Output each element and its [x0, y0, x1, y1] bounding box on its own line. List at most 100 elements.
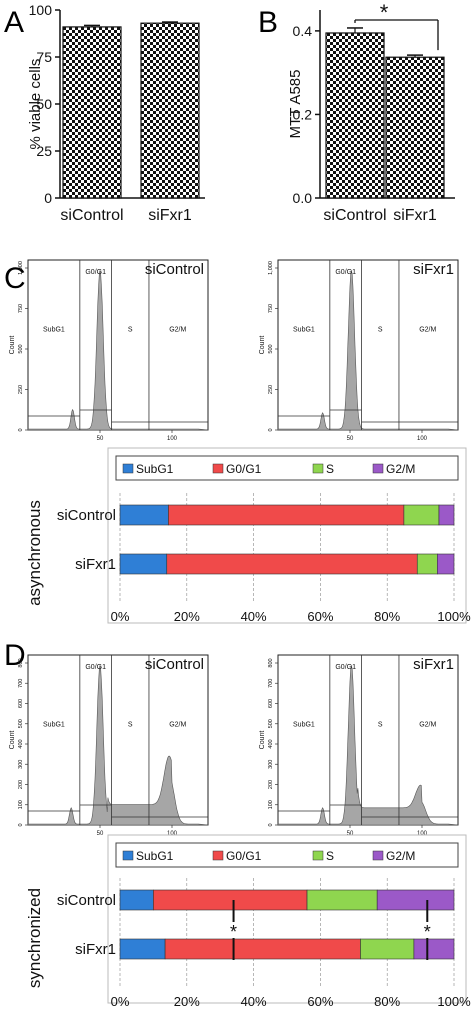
- hist-y-tick-label: 400: [268, 739, 274, 748]
- x-tick-label: 0%: [111, 609, 130, 624]
- legend-swatch: [372, 850, 384, 861]
- hist-y-tick-label: 500: [18, 344, 24, 353]
- region-label-subg1: SubG1: [43, 326, 65, 333]
- segment-SubG1: [119, 938, 166, 960]
- x-tick-label: siFxr1: [148, 207, 192, 224]
- y-tick-label: 25: [36, 143, 52, 159]
- panel-letter-a: A: [4, 6, 24, 39]
- hist-y-tick-label: 1,000: [268, 261, 274, 275]
- y-axis-label: % viable cells: [27, 59, 44, 150]
- x-tick-label: 100%: [437, 609, 471, 624]
- hist-y-tick-label: 250: [268, 385, 274, 394]
- segment-S: [360, 938, 415, 960]
- legend-label: SubG1: [136, 849, 174, 863]
- segment-S: [306, 889, 378, 911]
- hist-x-tick-label: 50: [97, 436, 104, 442]
- x-tick-label: 40%: [241, 609, 267, 624]
- panel-d-histogram-sicontrol: SubG1 G0/G1 S G2/M siControl 0 100 200 300 400 500…: [9, 654, 209, 837]
- region-label-g2m: G2/M: [169, 326, 186, 333]
- stacked-frame: [107, 447, 467, 624]
- segment-SubG1: [119, 504, 169, 526]
- y-tick-label: 0.2: [293, 106, 313, 122]
- hist-y-tick-label: 700: [268, 679, 274, 688]
- segment-G2/M: [376, 889, 455, 911]
- segment-G0/G1: [164, 938, 361, 960]
- region-label-g0g1: G0/G1: [335, 664, 356, 671]
- x-tick-label: 20%: [174, 994, 200, 1009]
- y-tick-label: 0.0: [293, 190, 313, 206]
- histogram-title: siControl: [145, 261, 204, 278]
- legend-swatch: [122, 850, 134, 861]
- sig-backdrop: [227, 922, 240, 938]
- hist-y-tick-label: 400: [18, 739, 24, 748]
- region-label-g0g1: G0/G1: [335, 269, 356, 276]
- hist-y-tick-label: 1,000: [18, 261, 24, 275]
- histogram-title: siFxr1: [413, 656, 454, 673]
- legend-swatch: [122, 463, 134, 474]
- panel-b-bar-chart: 0.0 0.2 0.4 siControl siFxr1 MTT A585 *: [287, 0, 455, 224]
- x-tick-label: siControl: [323, 207, 386, 224]
- segment-S: [403, 504, 440, 526]
- legend-label: G2/M: [386, 849, 415, 863]
- panel-letter-b: B: [258, 6, 278, 39]
- significance-star: *: [380, 0, 389, 25]
- significance-star: *: [230, 922, 237, 942]
- legend-label: G0/G1: [226, 849, 262, 863]
- legend-swatch: [372, 463, 384, 474]
- hist-y-tick-label: 0: [268, 823, 274, 826]
- region-label-g0g1: G0/G1: [85, 269, 106, 276]
- hist-y-axis-label: Count: [9, 336, 16, 355]
- panel-a-bar-chart: 0 25 50 75 100 siControl siFxr1 % viable cells: [27, 2, 205, 224]
- region-label-s: S: [128, 326, 133, 333]
- y-tick-label: 0: [44, 190, 52, 206]
- hist-y-tick-label: 750: [268, 304, 274, 313]
- hist-x-tick-label: 50: [347, 831, 354, 837]
- legend-label: G2/M: [386, 462, 415, 476]
- segment-G2/M: [413, 938, 455, 960]
- legend-swatch: [212, 463, 224, 474]
- segment-SubG1: [119, 553, 168, 575]
- hist-y-axis-label: Count: [259, 731, 266, 750]
- segment-SubG1: [119, 889, 154, 911]
- region-label-s: S: [378, 721, 383, 728]
- x-tick-label: 20%: [174, 609, 200, 624]
- panel-d-histogram-sifxr1: SubG1 G0/G1 S G2/M siFxr1 0 100 200 300 400 500 600…: [259, 654, 459, 837]
- region-label-s: S: [128, 721, 133, 728]
- segment-G2/M: [438, 504, 455, 526]
- hist-y-tick-label: 500: [268, 719, 274, 728]
- y-tick-label: 75: [36, 49, 52, 65]
- legend-label: S: [326, 462, 334, 476]
- x-tick-label: 80%: [374, 994, 400, 1009]
- x-tick-label: 60%: [307, 609, 333, 624]
- hist-y-tick-label: 0: [268, 428, 274, 431]
- hist-y-axis-label: Count: [259, 336, 266, 355]
- y-axis-label: MTT A585: [287, 70, 304, 139]
- hist-x-tick-label: 100: [167, 436, 178, 442]
- histogram-frame: [27, 654, 209, 826]
- category-label: siFxr1: [75, 556, 116, 573]
- x-tick-label: 60%: [307, 994, 333, 1009]
- legend-label: SubG1: [136, 462, 174, 476]
- region-label-subg1: SubG1: [293, 326, 315, 333]
- hist-y-tick-label: 200: [268, 780, 274, 789]
- region-label-s: S: [378, 326, 383, 333]
- y-tick-label: 100: [29, 2, 53, 18]
- category-label: siFxr1: [75, 941, 116, 958]
- histogram-frame: [27, 259, 209, 431]
- region-label-subg1: SubG1: [43, 721, 65, 728]
- histogram-trace: [27, 270, 209, 431]
- hist-y-tick-label: 300: [18, 760, 24, 769]
- y-tick-label: 0.4: [293, 23, 313, 39]
- segment-S: [416, 553, 438, 575]
- legend-label: S: [326, 849, 334, 863]
- bar-siFxr1: [140, 22, 200, 199]
- segment-G0/G1: [153, 889, 308, 911]
- histogram-title: siFxr1: [413, 261, 454, 278]
- hist-x-tick-label: 100: [417, 831, 428, 837]
- hist-y-tick-label: 250: [18, 385, 24, 394]
- legend-box: [115, 842, 459, 868]
- hist-y-tick-label: 200: [18, 780, 24, 789]
- category-label: siControl: [57, 892, 116, 909]
- sig-backdrop: [421, 922, 434, 938]
- hist-y-tick-label: 800: [268, 658, 274, 667]
